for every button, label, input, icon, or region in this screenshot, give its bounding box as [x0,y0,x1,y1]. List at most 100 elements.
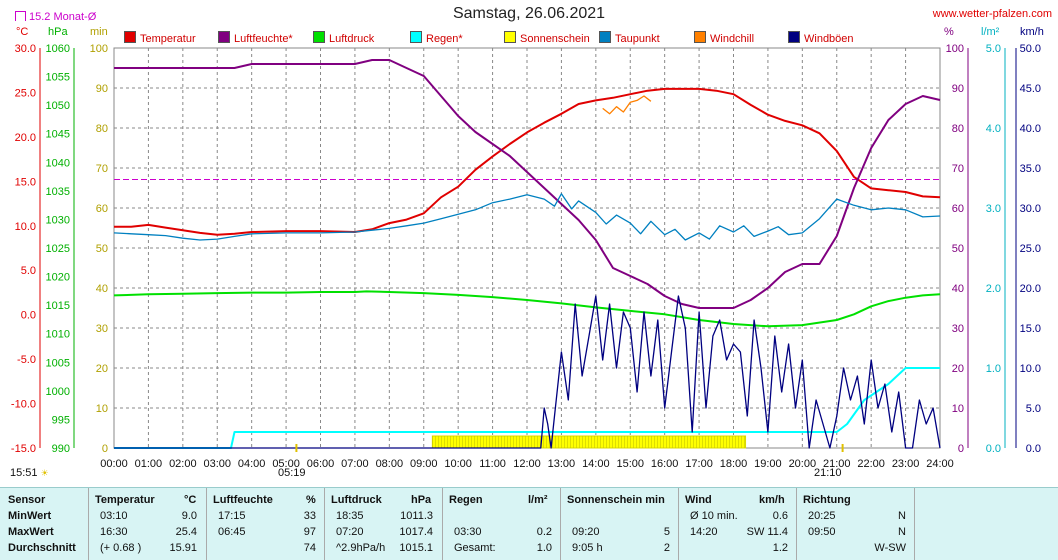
unit-rain: l/m² [981,26,1000,38]
table-cell: 16:30 [100,526,128,538]
unit-wind: km/h [1020,26,1044,38]
tick-label-hpa: 1060 [46,43,70,55]
table-cell: 17:15 [218,510,246,522]
tick-label-wind: 25.0 [1020,243,1041,255]
table-cell: 5 [663,526,670,538]
tick-label-min: 20 [96,363,108,375]
legend-label: Sonnenschein [520,33,590,45]
tick-label-hpa: 1020 [46,272,70,284]
table-cell: 97 [303,526,316,538]
hdr-wind-unit: km/h [759,494,785,506]
tick-label-min: 40 [96,283,108,295]
tick-label-hpa: 995 [52,414,70,426]
series-line-taupunkt [113,193,941,241]
table-cell: 03:30 [454,526,482,538]
tick-label-hpa: 1055 [46,72,70,84]
tick-label-rain: 4.0 [986,123,1001,135]
site-url[interactable]: www.wetter-pfalzen.com [932,8,1052,20]
table-cell: 74 [303,542,316,554]
hdr-hum: Luftfeuchte [213,494,273,506]
tick-label-x: 19:00 [754,458,782,470]
table-cell: 1015.1 [399,542,433,554]
tick-label-x: 03:00 [203,458,231,470]
legend-label: Luftfeuchte* [234,33,293,45]
tick-label-x: 04:00 [238,458,266,470]
legend-swatch [788,31,800,43]
legend-label: Windböen [804,33,854,45]
tick-label-rain: 3.0 [986,203,1001,215]
tick-label-temp: -15.0 [11,443,36,455]
legend-item: Windchill [694,31,754,45]
table-cell: 14:20 [690,526,718,538]
tick-label-wind: 5.0 [1026,403,1041,415]
tick-label-pct: 60 [952,203,964,215]
tick-label-min: 10 [96,403,108,415]
tick-label-pct: 80 [952,123,964,135]
table-cell: 25.4 [175,526,197,538]
hdr-press-unit: hPa [411,494,432,506]
tick-label-pct: 70 [952,163,964,175]
unit-hpa: hPa [48,26,68,38]
tick-label-min: 80 [96,123,108,135]
tick-label-rain: 2.0 [986,283,1001,295]
table-cell: 18:35 [336,510,364,522]
hdr-temp: Temperatur [95,494,155,506]
tick-label-wind: 40.0 [1020,123,1041,135]
series-line-luftfeuchte [114,59,941,309]
tick-label-pct: 90 [952,83,964,95]
tick-label-x: 00:00 [100,458,128,470]
table-cell: Gesamt: [454,542,496,554]
hdr-hum-unit: % [306,494,316,506]
tick-label-min: 60 [96,203,108,215]
tick-label-min: 100 [90,43,108,55]
table-cell: 1011.3 [400,510,433,522]
tick-label-wind: 15.0 [1020,323,1041,335]
table-cell: Ø 10 min. [690,510,738,522]
legend-label: Luftdruck [329,33,375,45]
table-cell: 2 [663,542,670,554]
tick-label-x: 18:00 [720,458,748,470]
tick-label-hpa: 1025 [46,243,70,255]
tick-label-min: 50 [96,243,108,255]
tick-label-hpa: 1040 [46,157,70,169]
table-cell: 0.6 [772,510,788,522]
table-cell: 15.91 [169,542,197,554]
tick-label-wind: 35.0 [1020,163,1041,175]
legend-label: Temperatur [140,33,196,45]
tick-label-temp: 20.0 [15,132,36,144]
hdr-dir: Richtung [803,494,851,506]
legend-label: Regen* [426,33,463,45]
tick-label-pct: 0 [958,443,964,455]
tick-label-x: 07:00 [341,458,369,470]
series-line-windchill [602,95,652,115]
tick-label-hpa: 1035 [46,186,70,198]
tick-label-x: 21:00 [823,458,851,470]
tick-label-temp: 30.0 [15,43,36,55]
table-cell: 09:20 [572,526,600,538]
tick-label-temp: -5.0 [17,354,36,366]
legend-item: Temperatur [124,31,196,45]
tick-label-hpa: 1050 [46,100,70,112]
table-cell: 1.2 [772,542,788,554]
table-cell: 03:10 [100,510,128,522]
tick-label-pct: 100 [946,43,964,55]
tick-label-wind: 50.0 [1020,43,1041,55]
series-line-windben [114,295,941,449]
table-row-label: MinWert [8,510,52,522]
tick-label-x: 11:00 [479,458,506,470]
tick-label-pct: 20 [952,363,964,375]
tick-label-temp: 15.0 [15,176,36,188]
tick-label-hpa: 1015 [46,300,70,312]
table-cell: N [898,510,906,522]
tick-label-x: 14:00 [582,458,610,470]
tick-label-temp: -10.0 [11,399,36,411]
tick-label-x: 23:00 [892,458,920,470]
tick-label-x: 22:00 [857,458,885,470]
tick-label-min: 90 [96,83,108,95]
table-cell: W-SW [874,542,906,554]
legend-swatch [410,31,422,43]
tick-label-x: 08:00 [376,458,404,470]
table-cell: 07:20 [336,526,364,538]
monthly-avg-label: 15.2 Monat-Ø [15,11,96,23]
tick-label-min: 30 [96,323,108,335]
